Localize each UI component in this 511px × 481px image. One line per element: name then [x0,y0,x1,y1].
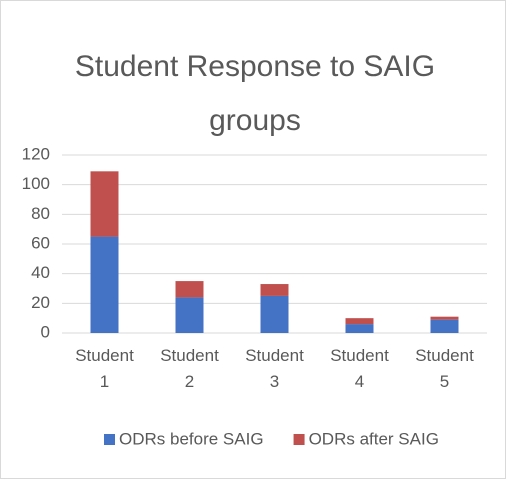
x-tick-label: Student 3 [245,346,304,391]
x-tick-label: Student 4 [330,346,389,391]
y-tick-label: 0 [41,322,50,341]
x-tick-label: Student 1 [75,346,134,391]
bar-segment [260,284,289,296]
x-tick-label: Student 5 [415,346,474,391]
bar-segment [430,316,459,320]
y-tick-label: 20 [31,293,50,312]
chart-title: Student Response to SAIG groups [75,50,435,137]
legend-label: ODRs before SAIG [119,429,264,448]
y-tick-label: 40 [31,263,50,282]
x-tick-label: Student 2 [160,346,219,391]
legend-swatch [293,434,305,445]
bar-segment [345,318,374,325]
y-tick-label: 120 [22,144,50,163]
legend-label: ODRs after SAIG [309,429,439,448]
bar-segment [175,297,204,333]
bar-segment [345,324,374,333]
bar-segment [90,236,119,333]
bar-segment [90,171,119,237]
bar-segment [175,281,204,298]
y-tick-label: 80 [31,204,50,223]
bar-segment [430,319,459,333]
bar-segment [260,295,289,333]
legend-swatch [104,434,115,445]
y-tick-label: 60 [31,233,50,252]
y-tick-label: 100 [22,174,50,193]
